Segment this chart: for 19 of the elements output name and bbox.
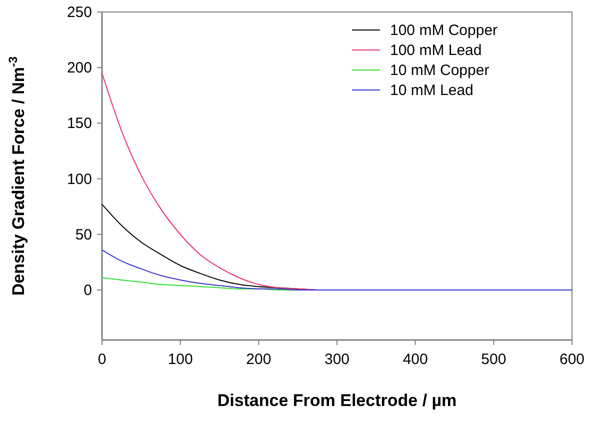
x-tick-label: 100 [168,351,193,368]
y-tick-label: 50 [75,226,92,244]
legend-label: 100 mM Copper [390,22,498,39]
legend-label: 100 mM Lead [390,42,482,59]
y-tick-label: 150 [66,115,92,132]
x-tick-label: 500 [481,351,506,368]
y-tick-label: 200 [66,60,92,77]
x-tick-label: 600 [559,351,585,368]
x-axis-title: Distance From Electrode / µm [217,391,457,410]
y-tick-label: 0 [84,282,92,299]
line-series [102,249,572,290]
x-tick-label: 0 [98,351,106,368]
y-tick-label: 100 [66,170,92,188]
x-tick-label: 400 [402,351,428,368]
x-tick-label: 200 [246,351,272,368]
y-tick-label: 250 [66,4,92,21]
x-tick-label: 300 [324,351,350,368]
legend-label: 10 mM Copper [390,62,490,79]
legend-label: 10 mM Lead [390,82,474,99]
